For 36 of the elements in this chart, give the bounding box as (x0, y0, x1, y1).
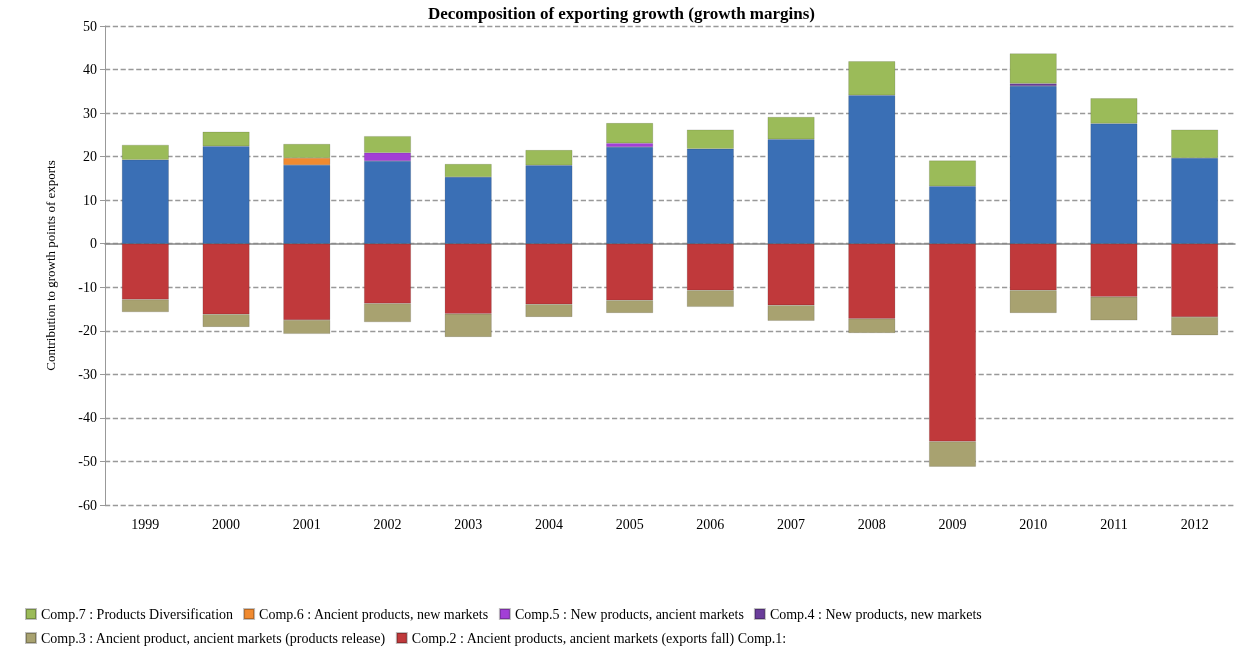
legend-label: Comp.5 : New products, ancient markets (514, 606, 744, 622)
legend-label: Comp.6 : Ancient products, new markets (259, 606, 489, 622)
x-tick-label: 2008 (857, 516, 886, 532)
x-tick-label: 1999 (131, 516, 160, 532)
x-tick-label: 2006 (696, 516, 725, 532)
x-tick-label: 2000 (212, 516, 241, 532)
y-tick-label: -50 (78, 453, 97, 469)
y-tick-label: 50 (83, 18, 97, 34)
y-axis-title: Contribution to growth points of exports (43, 160, 58, 371)
y-tick-label: -60 (78, 497, 97, 513)
x-tick-label: 2009 (938, 516, 967, 532)
y-tick-label: -40 (78, 410, 97, 426)
legend-label: Comp.7 : Products Diversification (41, 606, 234, 622)
x-tick-label: 2011 (1100, 516, 1128, 532)
legend-label: Comp.3 : Ancient product, ancient markets (products release) (41, 630, 386, 647)
y-tick-label: -10 (78, 279, 97, 295)
legend-label: Comp.4 : New products, new markets (769, 606, 982, 622)
y-tick-label: 20 (83, 149, 97, 165)
y-tick-label: -20 (78, 323, 97, 339)
legend-label: Comp.2 : Ancient products, ancient markets (exports fall) Comp.1: (411, 630, 787, 647)
x-tick-label: 2001 (292, 516, 321, 532)
x-tick-label: 2005 (615, 516, 644, 532)
bar (606, 123, 654, 144)
y-tick-label: 40 (83, 62, 97, 78)
y-tick-label: 0 (90, 236, 97, 252)
chart-title: Decomposition of exporting growth (growth margins) (427, 4, 816, 23)
bar (1009, 53, 1057, 84)
y-tick-label: 10 (83, 192, 97, 208)
x-tick-label: 2004 (534, 516, 563, 532)
x-tick-label: 2012 (1180, 516, 1209, 532)
x-tick-label: 2002 (373, 516, 402, 532)
y-tick-label: 30 (83, 105, 97, 121)
x-tick-label: 2010 (1019, 516, 1048, 532)
x-tick-label: 2003 (454, 516, 483, 532)
y-tick-label: -30 (78, 366, 97, 382)
x-tick-label: 2007 (777, 516, 806, 532)
